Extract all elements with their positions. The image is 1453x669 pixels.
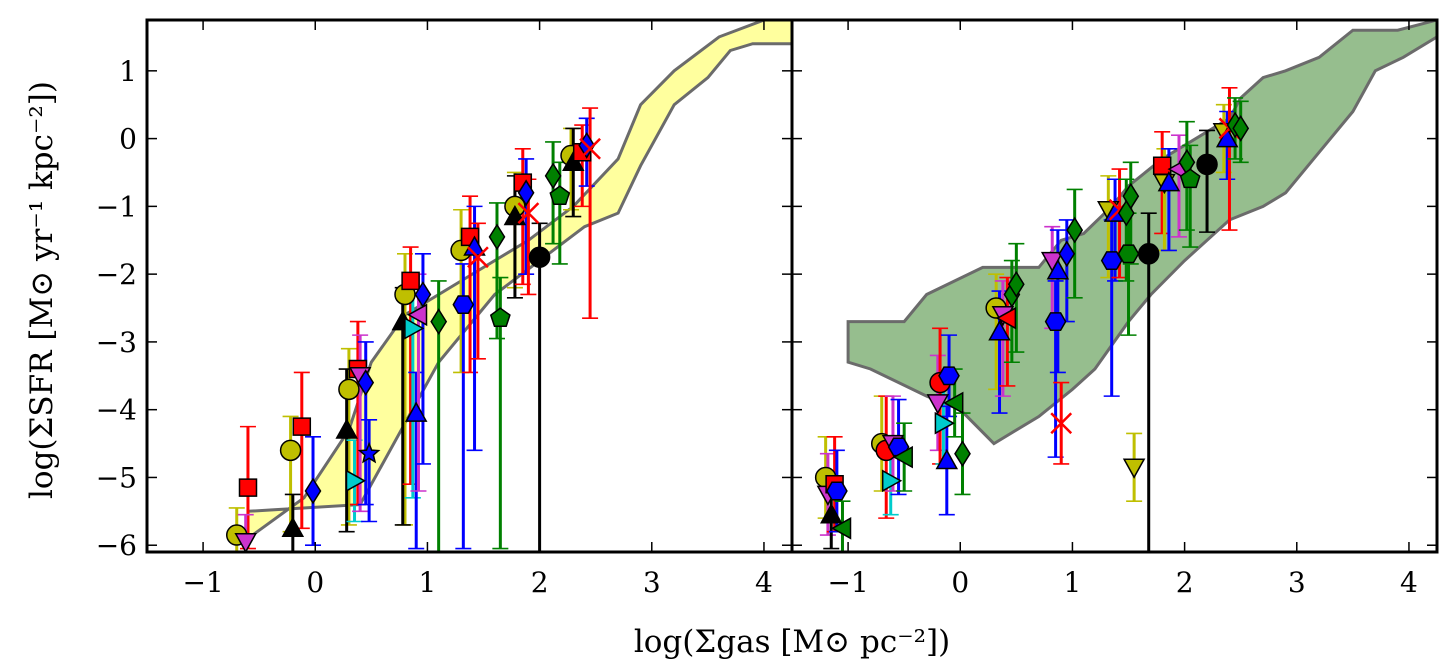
data-point-pentagon — [489, 307, 511, 328]
y-axis-label: log(ΣSFR [M⊙ yr⁻¹ kpc⁻²]) — [24, 81, 60, 499]
data-point-square — [401, 271, 420, 291]
data-point-pentagon — [549, 185, 571, 206]
data-point-tri-down — [1122, 458, 1146, 479]
data-point-circle — [1137, 243, 1160, 265]
data-point-diamond — [414, 281, 432, 308]
data-point-x — [579, 137, 601, 160]
data-point-tri-up — [935, 448, 959, 470]
data-point-tri-up — [335, 418, 358, 439]
y-tick-label: −1 — [96, 190, 137, 223]
data-point-hexagon — [1100, 251, 1123, 270]
data-point-tri-right — [404, 317, 425, 340]
x-tick-label: 2 — [531, 566, 549, 599]
x-axis-label: log(Σgas [M⊙ pc⁻²]) — [634, 624, 950, 660]
error-bar — [531, 222, 548, 552]
error-bar — [1199, 129, 1216, 233]
x-tick-label: 3 — [643, 566, 661, 599]
x-tick-label: 1 — [1064, 566, 1082, 599]
y-tick-label: 1 — [119, 55, 137, 88]
shaded-region — [246, 20, 792, 542]
error-bar — [361, 419, 378, 523]
data-point-hexagon — [938, 366, 960, 386]
data-point-tri-left — [406, 303, 428, 327]
x-tick-label: 4 — [1400, 566, 1418, 599]
data-point-tri-up — [281, 516, 305, 538]
data-point-tri-up — [820, 503, 843, 524]
data-point-tri-up — [1046, 259, 1070, 280]
x-tick-label: 0 — [306, 566, 324, 599]
y-tick-label: −6 — [96, 529, 137, 562]
x-tick-label: −1 — [827, 566, 868, 599]
data-point-tri-down — [234, 533, 257, 552]
data-point-tri-right — [345, 469, 367, 493]
data-point-tri-up — [1215, 127, 1239, 148]
error-bar — [1066, 188, 1083, 299]
y-tick-label: −4 — [96, 394, 137, 427]
y-tick-label: −3 — [96, 326, 137, 359]
data-point-hexagon — [1117, 244, 1140, 264]
data-point-tri-right — [934, 411, 955, 435]
data-point-circle — [528, 246, 551, 268]
data-point-tri-right — [881, 469, 903, 493]
plot-area — [225, 20, 792, 552]
right-panel: −1 0 1 2 3 4 — [790, 18, 1439, 599]
data-point-diamond — [430, 308, 448, 336]
plot-area — [814, 20, 1437, 552]
data-point-tri-up — [1157, 171, 1181, 192]
left-panel: −1 0 1 2 3 4 −6 −5 −4 −3 −2 −1 0 1 — [96, 18, 794, 599]
data-point-diamond — [1058, 240, 1076, 268]
data-point-circle — [1196, 153, 1218, 176]
x-tick-label: 4 — [755, 566, 773, 599]
data-point-diamond — [1122, 182, 1140, 210]
data-point-x — [1050, 412, 1073, 435]
error-bar — [1171, 134, 1187, 238]
data-point-tri-down — [926, 394, 950, 415]
data-point-hexagon — [452, 295, 475, 315]
error-bar — [1140, 212, 1157, 552]
data-point-tri-up — [404, 401, 428, 422]
y-tick-label: −2 — [96, 258, 137, 291]
data-point-diamond — [357, 369, 375, 397]
x-tick-label: 2 — [1176, 566, 1194, 599]
data-point-diamond — [517, 179, 535, 207]
data-point-square — [1152, 156, 1172, 175]
y-tick-label: 0 — [119, 123, 137, 156]
data-point-diamond — [304, 477, 322, 505]
data-point-pentagon — [1179, 168, 1201, 189]
data-point-tri-left — [995, 306, 1017, 330]
data-point-diamond — [954, 440, 971, 468]
data-point-hexagon — [1044, 312, 1067, 331]
data-point-tri-left — [943, 391, 964, 415]
data-point-x — [467, 246, 489, 269]
data-point-diamond — [488, 223, 506, 251]
data-point-tri-left — [892, 445, 913, 469]
x-tick-label: 3 — [1288, 566, 1306, 599]
x-tick-label: −1 — [182, 566, 223, 599]
data-point-diamond — [1232, 114, 1250, 142]
data-point-tri-left — [830, 517, 852, 540]
data-point-x — [517, 202, 540, 225]
y-tick-label: −5 — [96, 461, 137, 494]
data-point-square — [292, 417, 312, 436]
axes-frame — [790, 18, 1439, 554]
data-point-diamond — [1066, 216, 1084, 244]
x-tick-label: 1 — [419, 566, 437, 599]
data-point-square — [238, 478, 258, 497]
data-point-star — [357, 441, 381, 464]
x-tick-label: 0 — [951, 566, 969, 599]
data-point-circle — [338, 378, 360, 401]
data-point-diamond — [544, 162, 562, 190]
data-point-diamond — [1007, 270, 1025, 298]
data-point-hexagon — [826, 481, 848, 501]
data-point-circle — [279, 439, 302, 462]
data-point-tri-up — [988, 320, 1011, 341]
